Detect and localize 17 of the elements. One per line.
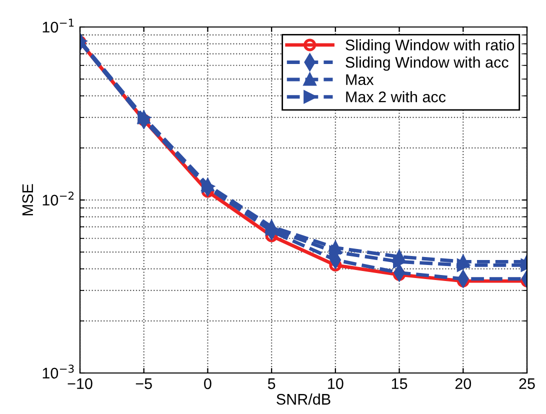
x-axis-title: SNR/dB <box>276 393 330 405</box>
legend-label: Sliding Window with ratio <box>346 39 514 54</box>
y-tick-label: 10$^{−1}$ <box>42 18 74 33</box>
x-tick-label: 10 <box>328 378 344 390</box>
x-tick-label: 0 <box>204 378 212 390</box>
y-axis-title: MSE <box>22 184 34 216</box>
x-tick-label: 5 <box>268 378 276 390</box>
legend-label: Max 2 with acc <box>346 91 446 102</box>
x-tick-label: 25 <box>519 378 535 390</box>
x-tick-label: −10 <box>68 378 92 390</box>
x-tick-label: 20 <box>455 378 472 390</box>
y-tick-label: 10$^{−3}$ <box>42 364 74 379</box>
legend-label: Sliding Window with acc <box>346 56 508 71</box>
x-tick-label: −5 <box>136 378 152 390</box>
legend-label: Max <box>346 74 374 86</box>
y-tick-label: 10$^{−2}$ <box>42 192 74 206</box>
x-tick-label: 15 <box>392 378 408 390</box>
